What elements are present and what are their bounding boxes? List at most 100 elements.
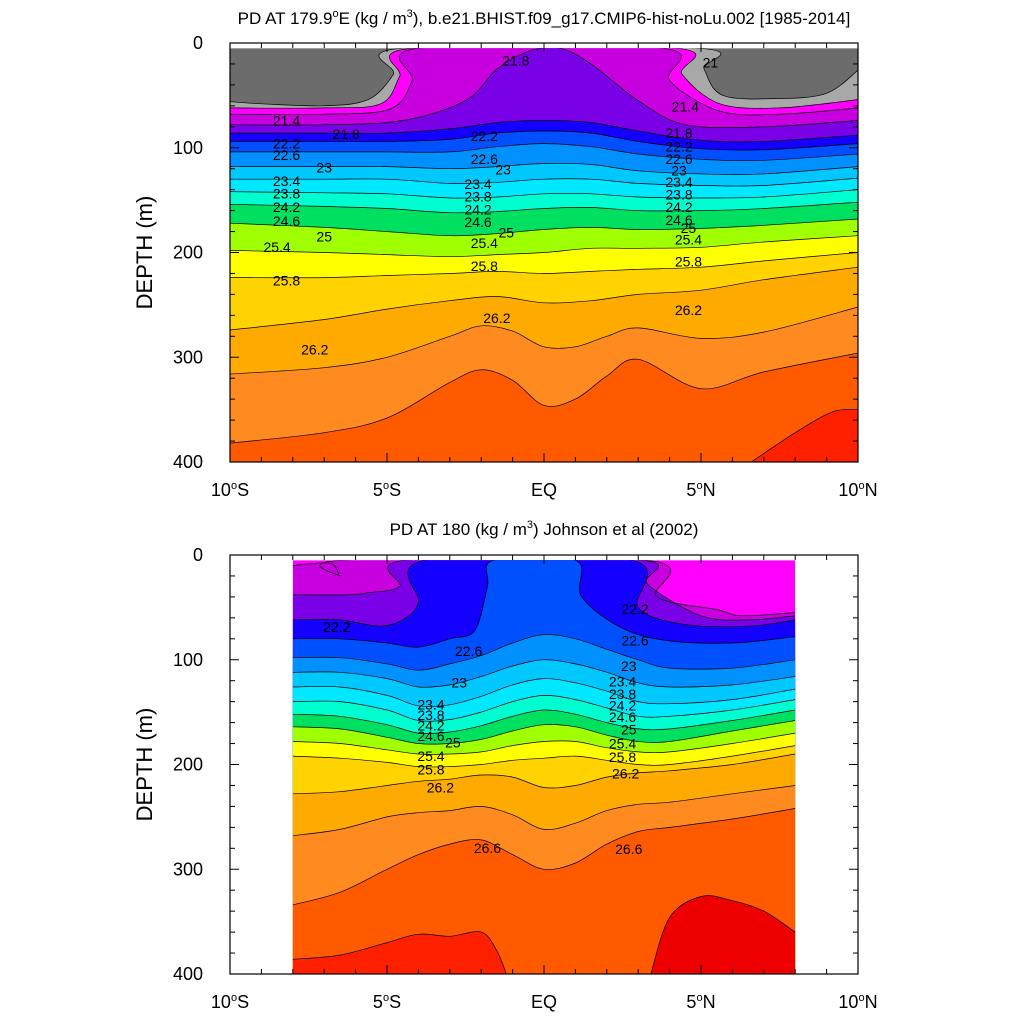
contour-label: 23	[495, 161, 511, 177]
y-tick-label: 100	[173, 650, 203, 670]
y-tick-label: 200	[173, 755, 203, 775]
contour-line-27.2	[292, 931, 507, 974]
contour-label: 25.8	[609, 749, 636, 765]
contour-label: 24.6	[609, 709, 636, 725]
contour-label: 26.2	[612, 766, 639, 782]
x-tick-label: 5oS	[373, 480, 401, 500]
contour-line-23.4	[230, 162, 858, 175]
contour-label: 23	[621, 658, 637, 674]
y-axis-label: DEPTH (m)	[132, 708, 157, 822]
contour-line-22.2	[292, 560, 796, 628]
contour-label: 22.2	[665, 138, 692, 154]
contour-label: 22.6	[471, 151, 498, 167]
contour-label: 26.6	[474, 840, 501, 856]
text-part: 10	[838, 480, 858, 500]
contour-label: 25	[316, 229, 332, 245]
contour-line-27	[230, 352, 858, 444]
superscript: 3	[527, 519, 533, 531]
contour-label: 24.6	[665, 212, 692, 228]
contour-line-22.6	[292, 560, 796, 648]
contour-label: 25.4	[609, 735, 636, 751]
contour-label: 25	[445, 734, 461, 750]
contour-label: 25.4	[675, 232, 702, 248]
contour-label: 25.8	[675, 254, 702, 270]
contour-label: 25.8	[273, 273, 300, 289]
contour-label: 23	[316, 159, 332, 175]
contour-line-22.6	[230, 130, 858, 151]
contour-line-21.4	[230, 48, 858, 116]
contour-fill-27.3	[650, 895, 796, 974]
contour-label: 22.6	[621, 633, 648, 649]
contour-line-27.3	[650, 895, 796, 974]
text-part: 5	[373, 992, 383, 1012]
y-tick-label: 100	[173, 138, 203, 158]
contour-label: 23	[671, 163, 687, 179]
contour-label: 24.6	[273, 213, 300, 229]
x-tick-label: 5oS	[373, 992, 401, 1012]
y-tick-label: 0	[193, 33, 203, 53]
contour-line-27.2	[751, 409, 858, 463]
y-tick-label: 400	[173, 964, 203, 984]
y-tick-label: 200	[173, 243, 203, 263]
contour-line-21.4	[292, 560, 796, 617]
contour-line-21.8	[230, 48, 858, 129]
text-part: PD AT 179.9	[238, 9, 333, 28]
text-part: 10	[211, 480, 231, 500]
contour-label: 23.4	[464, 176, 491, 192]
contour-label: 26.2	[483, 310, 510, 326]
contour-line-23	[292, 634, 796, 671]
contour-line-21.8	[292, 560, 796, 621]
text-part: E (kg / m	[339, 9, 407, 28]
x-tick-label: 10oN	[838, 992, 877, 1012]
contour-line-21.2	[230, 48, 858, 109]
contour-label: 22.2	[471, 128, 498, 144]
contour-line-23.8	[230, 177, 858, 187]
contour-line-24.6	[230, 201, 858, 214]
contour-line-21	[230, 48, 858, 107]
y-axis-label: DEPTH (m)	[132, 196, 157, 310]
contour-label: 26.2	[675, 302, 702, 318]
text-part: 5	[373, 480, 383, 500]
text-part: S	[237, 992, 249, 1012]
text-part: S	[389, 480, 401, 500]
contour-label: 24.2	[417, 717, 444, 733]
contour-label: 21.4	[672, 99, 699, 115]
superscript: o	[231, 480, 237, 492]
text-part: 10	[838, 992, 858, 1012]
contour-fills	[292, 560, 796, 974]
contour-label: 25.4	[417, 748, 444, 764]
contour-label: 25.4	[471, 235, 498, 251]
contour-label: 25.8	[471, 258, 498, 274]
y-tick-label: 400	[173, 452, 203, 472]
contour-label: 26.2	[301, 342, 328, 358]
contour-label: 23.4	[665, 174, 692, 190]
contour-line-24.2	[292, 695, 796, 722]
contour-line-27	[292, 808, 796, 906]
contour-label: 22.6	[273, 147, 300, 163]
contour-line-23	[230, 143, 858, 162]
x-tick-label: 5oN	[686, 992, 715, 1012]
contour-fill-27	[230, 353, 858, 463]
x-tick-label: 5oN	[686, 480, 715, 500]
text-part: N	[865, 992, 878, 1012]
x-tick-label: EQ	[531, 992, 557, 1012]
x-tick-label: 10oS	[211, 480, 249, 500]
contour-label: 21.8	[333, 126, 360, 142]
contour-line-24.2	[230, 189, 858, 199]
text-part: S	[389, 992, 401, 1012]
y-tick-label: 300	[173, 347, 203, 367]
contour-line-25.4	[230, 235, 858, 258]
contour-label: 22.2	[621, 601, 648, 617]
superscript: 3	[407, 8, 413, 20]
contour-label: 23.8	[609, 686, 636, 702]
contour-label: 25	[621, 722, 637, 738]
contour-lines	[292, 560, 796, 974]
contour-line-26.6	[292, 785, 796, 837]
text-part: EQ	[531, 480, 557, 500]
contour-line-25.4	[292, 732, 796, 755]
text-part: PD AT 180 (kg / m	[390, 520, 527, 539]
contour-label: 23.8	[665, 187, 692, 203]
